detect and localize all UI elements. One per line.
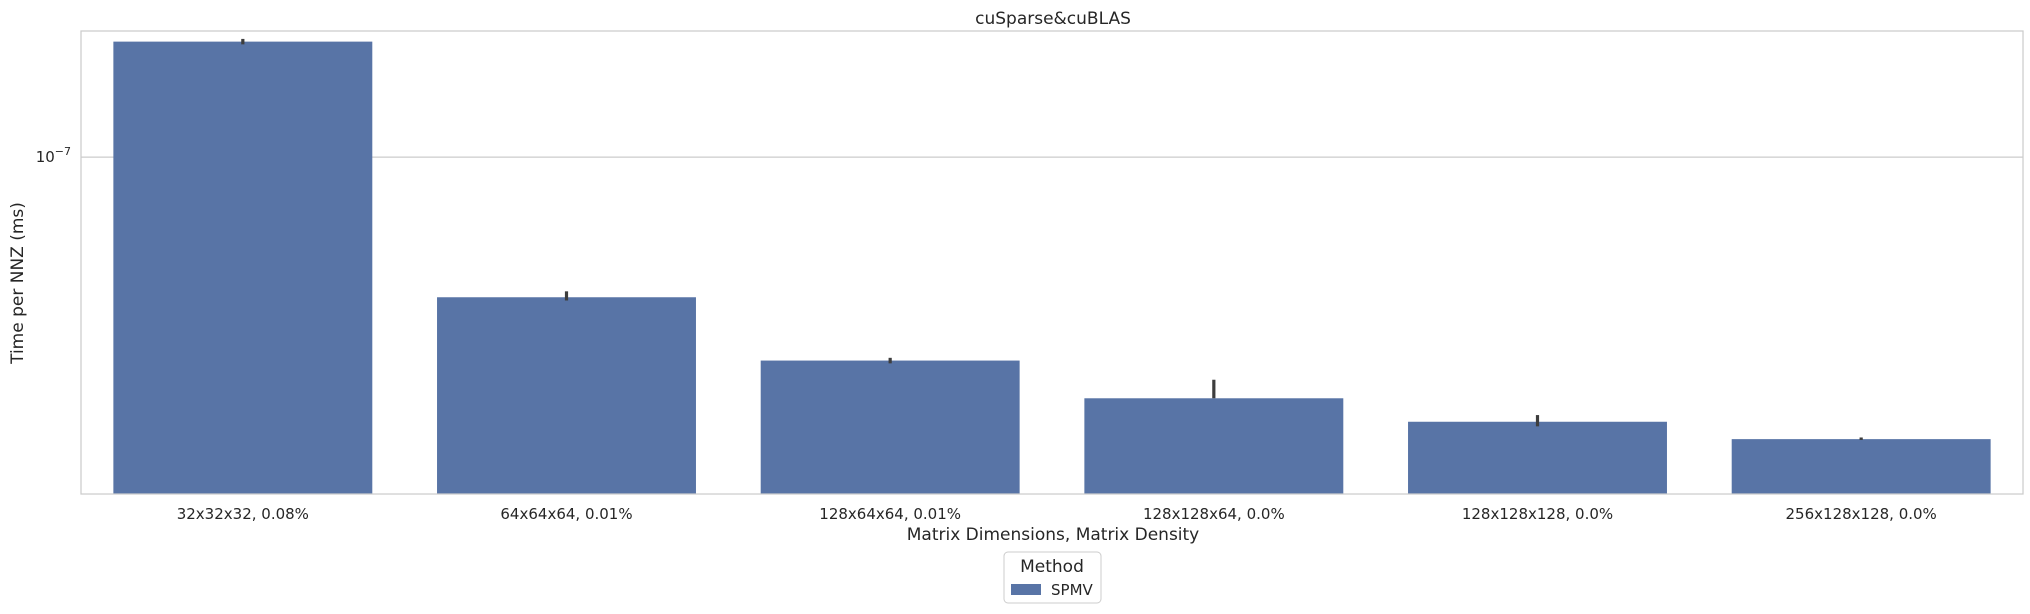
x-tick-label-5: 256x128x128, 0.0%	[1786, 505, 1937, 523]
y-tick-label: 10−7	[36, 145, 71, 166]
x-tick-label-4: 128x128x128, 0.0%	[1462, 505, 1613, 523]
y-axis-title: Time per NNZ (ms)	[8, 202, 28, 365]
plot-frame	[80, 30, 2024, 495]
bar-3	[1084, 398, 1344, 494]
legend-swatch-spmv	[1011, 584, 1041, 595]
bar-4	[1408, 421, 1667, 494]
x-tick-label-3: 128x128x64, 0.0%	[1143, 505, 1285, 523]
x-tick-label-2: 128x64x64, 0.01%	[819, 505, 961, 523]
x-axis-title: Matrix Dimensions, Matrix Density	[907, 525, 1200, 545]
y-tick-labels: 10−7	[36, 145, 71, 166]
bar-0	[113, 41, 373, 495]
bar-2	[760, 360, 1020, 494]
x-tick-labels: 32x32x32, 0.08% 64x64x64, 0.01% 128x64x64,…	[177, 505, 1937, 523]
chart-title: cuSparse&cuBLAS	[975, 9, 1131, 29]
bar-1	[437, 297, 696, 494]
x-tick-label-0: 32x32x32, 0.08%	[177, 505, 309, 523]
bar-5	[1731, 439, 1991, 494]
error-bars	[241, 38, 1863, 440]
bars	[113, 41, 1991, 495]
x-tick-label-1: 64x64x64, 0.01%	[500, 505, 632, 523]
legend-title: Method	[1020, 557, 1084, 577]
legend: Method SPMV	[1003, 551, 1102, 604]
legend-label-spmv: SPMV	[1051, 581, 1094, 599]
